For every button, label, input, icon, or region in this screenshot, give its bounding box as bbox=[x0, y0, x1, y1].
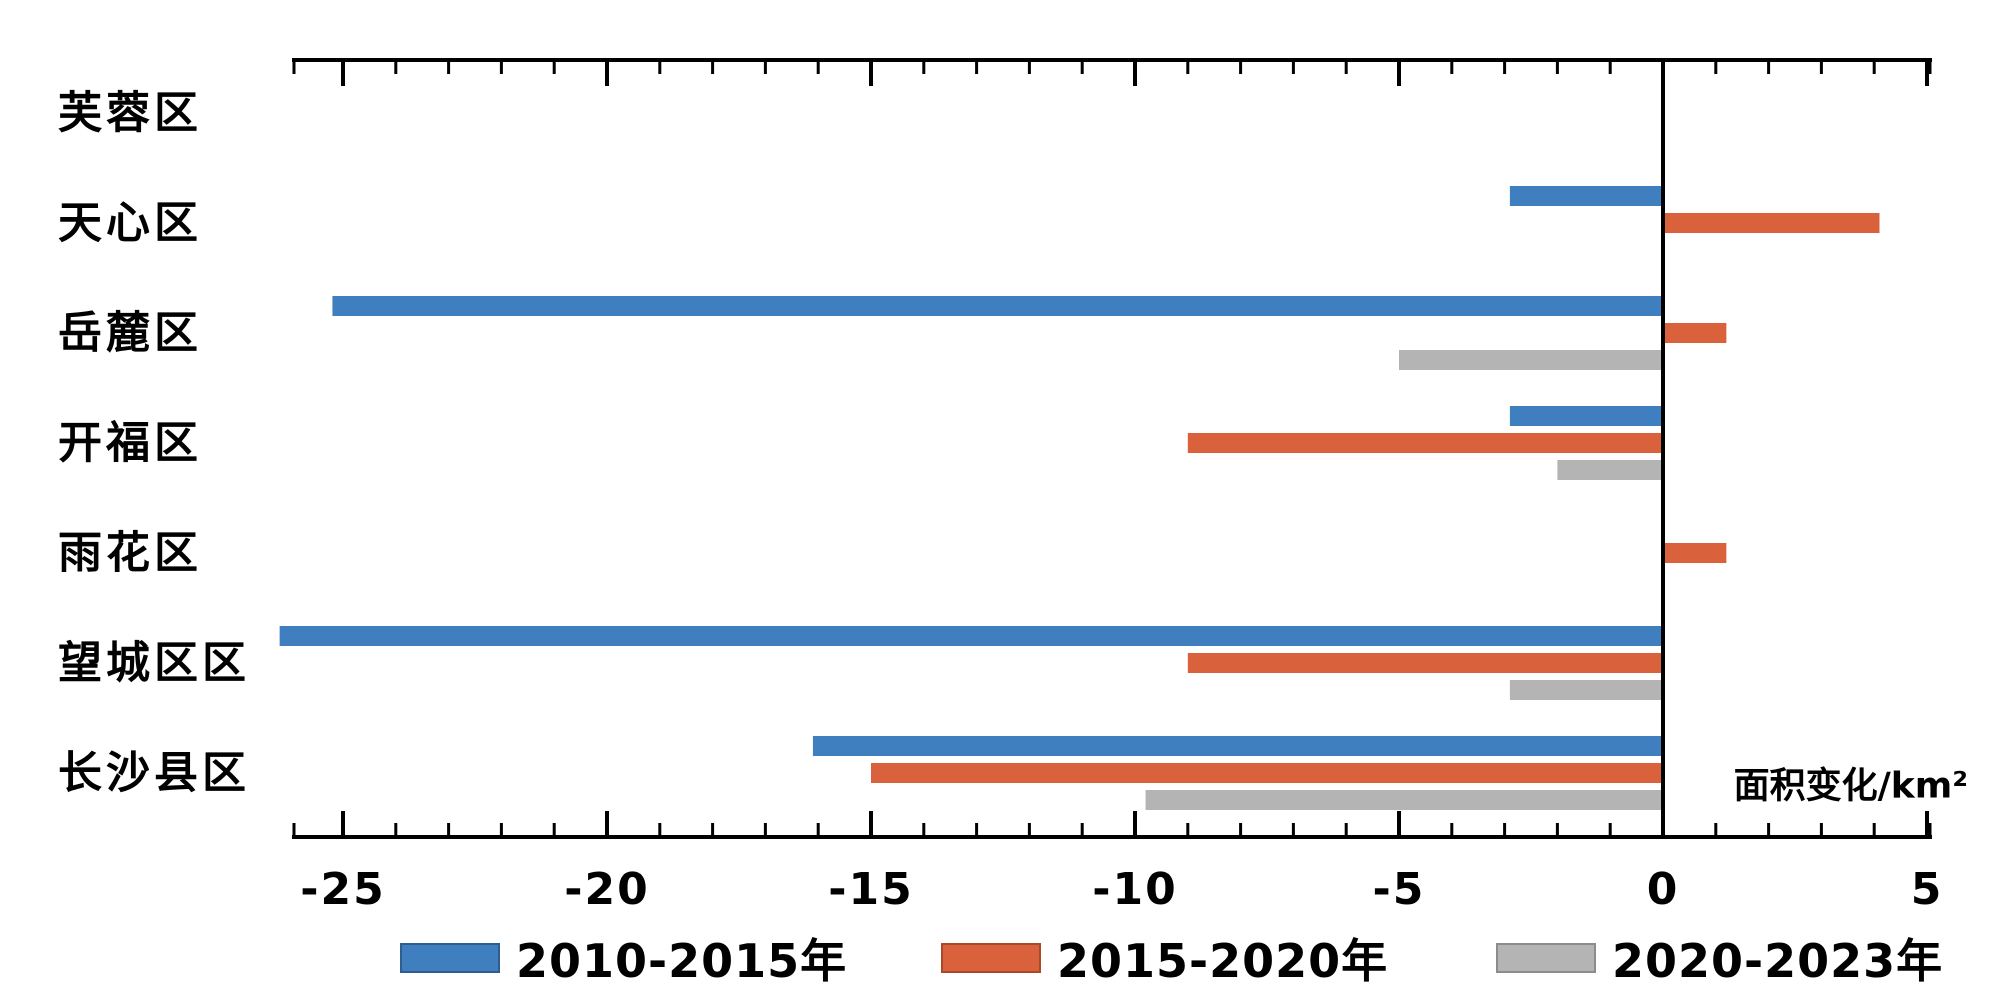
chart-legend: 2010-2015年 2015-2020年 2020-2023年 bbox=[0, 928, 2000, 992]
bar-2020-2023年-长沙县区 bbox=[1145, 790, 1663, 810]
bar-2015-2020年-天心区 bbox=[1663, 213, 1880, 233]
bar-2015-2020年-望城区区 bbox=[1187, 653, 1663, 673]
x-tick-label: -25 bbox=[300, 864, 386, 915]
y-axis-label: 岳麓区 bbox=[58, 308, 202, 359]
legend-item-2015-2020: 2015-2020年 bbox=[941, 928, 1388, 988]
y-axis-label: 天心区 bbox=[58, 198, 202, 249]
y-axis-label: 雨花区 bbox=[58, 528, 202, 579]
bar-2010-2015年-望城区区 bbox=[279, 626, 1663, 646]
legend-label: 2020-2023年 bbox=[1612, 934, 1944, 988]
legend-label: 2010-2015年 bbox=[516, 934, 848, 988]
legend-swatch-blue bbox=[400, 943, 500, 973]
legend-swatch-red bbox=[941, 943, 1041, 973]
bar-2010-2015年-开福区 bbox=[1509, 406, 1663, 426]
bar-2020-2023年-望城区区 bbox=[1509, 680, 1663, 700]
legend-item-2010-2015: 2010-2015年 bbox=[400, 928, 847, 988]
bar-2015-2020年-开福区 bbox=[1187, 433, 1663, 453]
y-axis-label: 芙蓉区 bbox=[58, 88, 202, 139]
bar-2010-2015年-天心区 bbox=[1509, 186, 1663, 206]
y-axis-label: 开福区 bbox=[58, 418, 202, 469]
bar-2010-2015年-长沙县区 bbox=[812, 736, 1663, 756]
legend-label: 2015-2020年 bbox=[1057, 934, 1389, 988]
y-axis-label: 望城区区 bbox=[58, 638, 250, 689]
x-tick-label: 0 bbox=[1647, 864, 1680, 915]
x-tick-label: 5 bbox=[1911, 864, 1944, 915]
x-tick-label: -5 bbox=[1373, 864, 1426, 915]
x-tick-label: -10 bbox=[1092, 864, 1178, 915]
bar-2010-2015年-岳麓区 bbox=[332, 296, 1664, 316]
bar-2015-2020年-雨花区 bbox=[1663, 543, 1727, 563]
x-tick-label: -20 bbox=[564, 864, 650, 915]
y-axis-label: 长沙县区 bbox=[58, 748, 250, 799]
x-tick-label: -15 bbox=[828, 864, 914, 915]
bar-2020-2023年-岳麓区 bbox=[1399, 350, 1663, 370]
legend-swatch-gray bbox=[1496, 943, 1596, 973]
bar-2015-2020年-长沙县区 bbox=[871, 763, 1663, 783]
bar-2015-2020年-岳麓区 bbox=[1663, 323, 1727, 343]
x-axis-unit-label: 面积变化/km² bbox=[1734, 765, 1968, 807]
bar-2020-2023年-开福区 bbox=[1557, 460, 1663, 480]
legend-item-2020-2023: 2020-2023年 bbox=[1496, 928, 1943, 988]
